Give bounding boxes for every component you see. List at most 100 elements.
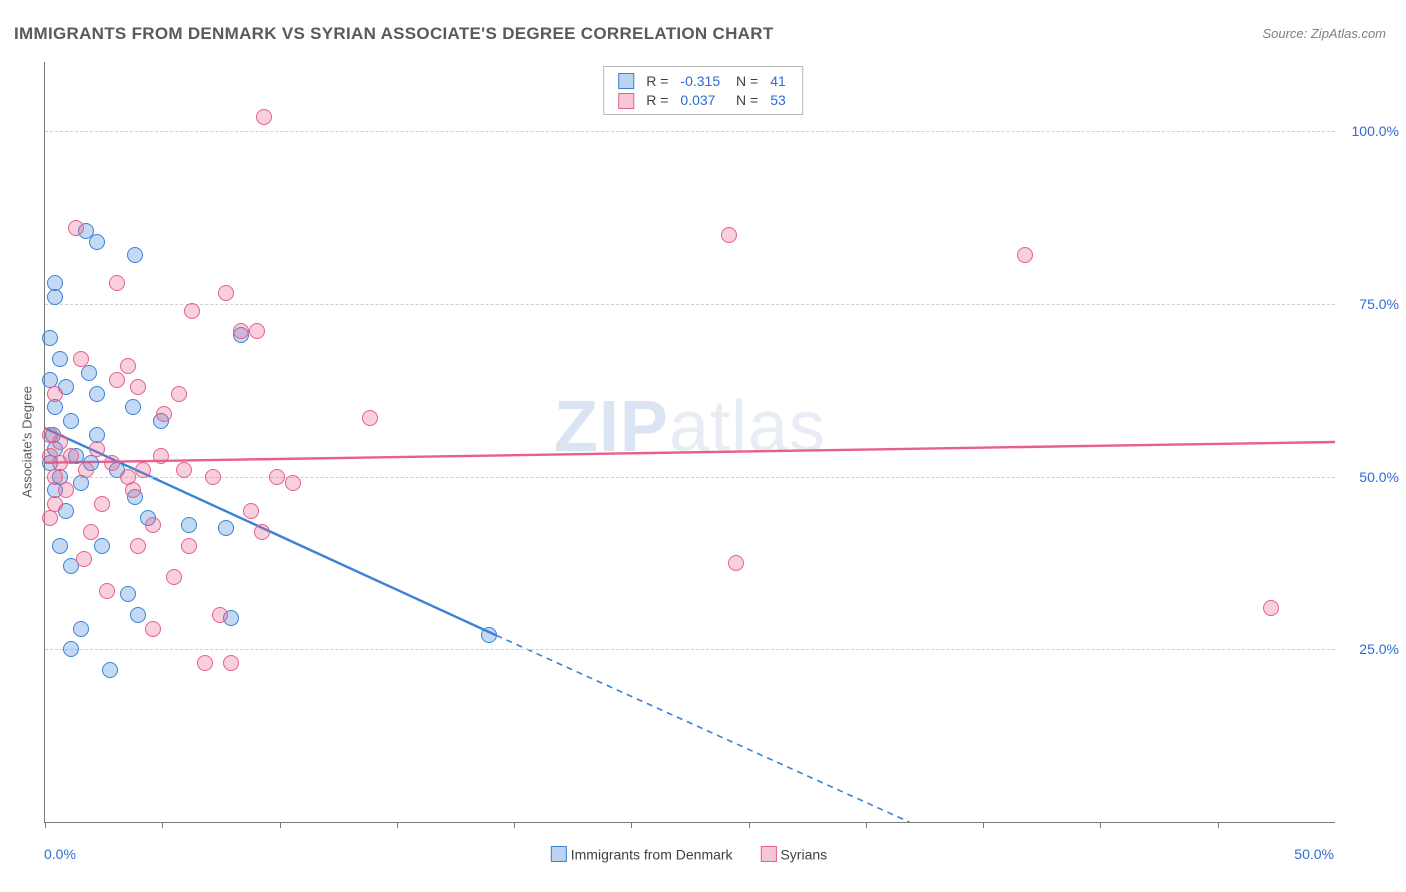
data-point <box>109 275 125 291</box>
data-point <box>125 399 141 415</box>
data-point <box>52 538 68 554</box>
data-point <box>94 538 110 554</box>
data-point <box>94 496 110 512</box>
data-point <box>76 551 92 567</box>
x-tick <box>162 822 163 828</box>
data-point <box>130 379 146 395</box>
x-tick <box>631 822 632 828</box>
data-point <box>223 655 239 671</box>
x-tick <box>1218 822 1219 828</box>
legend-item: Immigrants from Denmark <box>551 845 733 861</box>
data-point <box>130 607 146 623</box>
gridline <box>45 649 1335 650</box>
legend-stats-row: R =-0.315 N =41 <box>612 71 792 90</box>
data-point <box>130 538 146 554</box>
regression-line-dashed <box>497 635 910 822</box>
data-point <box>153 448 169 464</box>
data-point <box>81 365 97 381</box>
legend-swatch <box>761 846 777 862</box>
data-point <box>218 285 234 301</box>
legend-stats-box: R =-0.315 N =41R =0.037 N =53 <box>603 66 803 115</box>
data-point <box>68 220 84 236</box>
data-point <box>125 482 141 498</box>
data-point <box>83 524 99 540</box>
data-point <box>269 469 285 485</box>
data-point <box>212 607 228 623</box>
data-point <box>73 621 89 637</box>
data-point <box>42 510 58 526</box>
gridline <box>45 131 1335 132</box>
y-tick-label: 100.0% <box>1352 123 1399 139</box>
data-point <box>145 621 161 637</box>
legend-r-label: R = <box>640 71 674 90</box>
chart-title: IMMIGRANTS FROM DENMARK VS SYRIAN ASSOCI… <box>14 24 774 44</box>
data-point <box>99 583 115 599</box>
legend-item-label: Syrians <box>780 846 827 862</box>
data-point <box>73 351 89 367</box>
legend-r-value: 0.037 <box>674 90 726 109</box>
y-tick-label: 25.0% <box>1359 641 1399 657</box>
data-point <box>243 503 259 519</box>
legend-stats-row: R =0.037 N =53 <box>612 90 792 109</box>
x-tick <box>983 822 984 828</box>
data-point <box>171 386 187 402</box>
y-axis-label: Associate's Degree <box>20 386 35 498</box>
gridline <box>45 304 1335 305</box>
regression-line <box>45 442 1335 463</box>
data-point <box>181 538 197 554</box>
x-tick <box>45 822 46 828</box>
data-point <box>721 227 737 243</box>
data-point <box>73 475 89 491</box>
data-point <box>1263 600 1279 616</box>
legend-swatch <box>618 73 634 89</box>
legend-r-label: R = <box>640 90 674 109</box>
legend-swatch <box>618 93 634 109</box>
data-point <box>63 413 79 429</box>
x-axis-max-label: 50.0% <box>1294 846 1334 862</box>
data-point <box>205 469 221 485</box>
data-point <box>256 109 272 125</box>
data-point <box>135 462 151 478</box>
legend-item-label: Immigrants from Denmark <box>571 846 733 862</box>
data-point <box>197 655 213 671</box>
data-point <box>47 386 63 402</box>
data-point <box>102 662 118 678</box>
data-point <box>728 555 744 571</box>
data-point <box>1017 247 1033 263</box>
legend-n-value: 53 <box>764 90 792 109</box>
x-tick <box>866 822 867 828</box>
x-tick <box>749 822 750 828</box>
data-point <box>104 455 120 471</box>
y-tick-label: 75.0% <box>1359 296 1399 312</box>
data-point <box>184 303 200 319</box>
data-point <box>58 482 74 498</box>
data-point <box>362 410 378 426</box>
gridline <box>45 477 1335 478</box>
legend-r-value: -0.315 <box>674 71 726 90</box>
data-point <box>109 372 125 388</box>
data-point <box>249 323 265 339</box>
data-point <box>218 520 234 536</box>
legend-item: Syrians <box>761 845 828 861</box>
x-tick <box>280 822 281 828</box>
data-point <box>166 569 182 585</box>
data-point <box>481 627 497 643</box>
legend-swatch <box>551 846 567 862</box>
data-point <box>120 358 136 374</box>
data-point <box>63 641 79 657</box>
data-point <box>52 434 68 450</box>
data-point <box>176 462 192 478</box>
data-point <box>47 399 63 415</box>
data-point <box>89 386 105 402</box>
legend-n-label: N = <box>726 90 764 109</box>
x-tick <box>514 822 515 828</box>
legend-n-value: 41 <box>764 71 792 90</box>
data-point <box>181 517 197 533</box>
data-point <box>89 234 105 250</box>
x-tick <box>1100 822 1101 828</box>
data-point <box>254 524 270 540</box>
legend-n-label: N = <box>726 71 764 90</box>
data-point <box>78 462 94 478</box>
data-point <box>285 475 301 491</box>
data-point <box>63 448 79 464</box>
